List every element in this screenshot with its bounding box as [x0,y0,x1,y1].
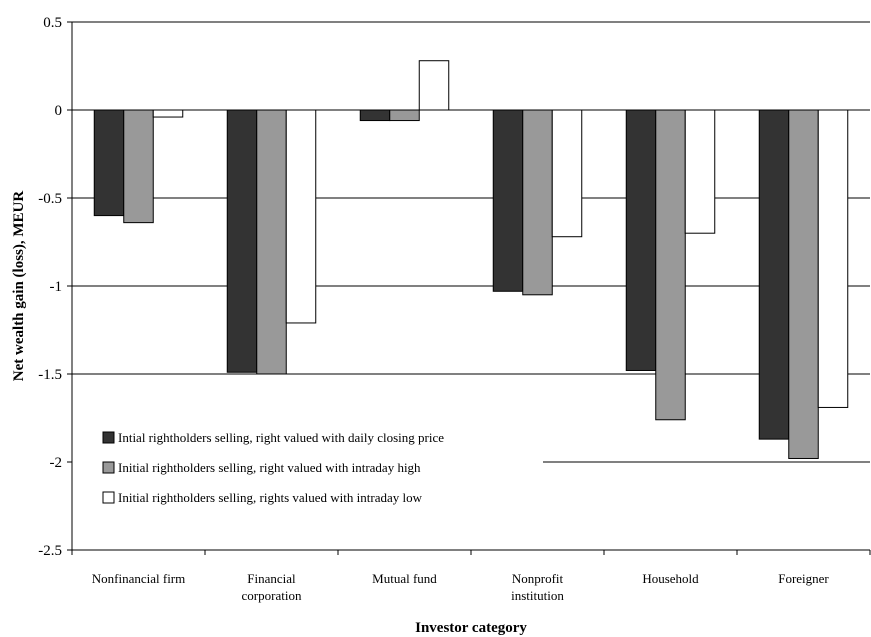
bar [256,109,287,375]
x-axis-title: Investor category [415,620,527,636]
bar [285,109,317,324]
bar [655,109,686,421]
legend-swatch [102,491,115,504]
bar [625,109,657,371]
legend-swatch [102,431,115,444]
y-tick-label: -1 [50,279,63,295]
bar [152,109,184,118]
bar [226,109,258,373]
y-tick-label: -2 [50,455,63,471]
bar [817,109,849,408]
bar [93,109,125,217]
bar [492,109,524,292]
x-category-label: Nonfinancial firm [92,571,186,586]
x-category-label: Foreigner [778,571,829,586]
x-category-label: Mutual fund [372,571,437,586]
bar [758,109,790,440]
y-tick-label: 0.5 [43,15,62,31]
legend-label: Initial rightholders selling, rights val… [118,490,423,505]
y-tick-label: -1.5 [38,367,62,383]
y-axis-title: Net wealth gain (loss), MEUR [11,191,27,382]
bar [418,60,450,111]
bar [684,109,716,234]
gridlines [72,21,870,463]
bar [551,109,583,238]
axes [67,21,871,555]
legend-label: Intial rightholders selling, right value… [118,430,444,445]
y-tick-label: 0 [55,103,63,119]
bar [389,109,420,122]
bars [93,60,849,459]
x-category-labels: Nonfinancial firm Financial corporation Mut… [92,571,830,603]
bar [522,109,553,296]
y-tick-labels: 0.5 0 -0.5 -1 -1.5 -2 -2.5 [38,15,62,559]
y-tick-label: -2.5 [38,543,62,559]
x-category-label: Nonprofit institution [511,571,564,603]
bar [123,109,154,224]
bar [359,109,391,122]
bar [788,109,819,459]
legend: Intial rightholders selling, right value… [102,430,444,505]
legend-label: Initial rightholders selling, right valu… [118,460,421,475]
legend-swatch [102,461,115,474]
x-category-label: Financial corporation [242,571,302,603]
y-tick-label: -0.5 [38,191,62,207]
x-category-label: Household [642,571,699,586]
